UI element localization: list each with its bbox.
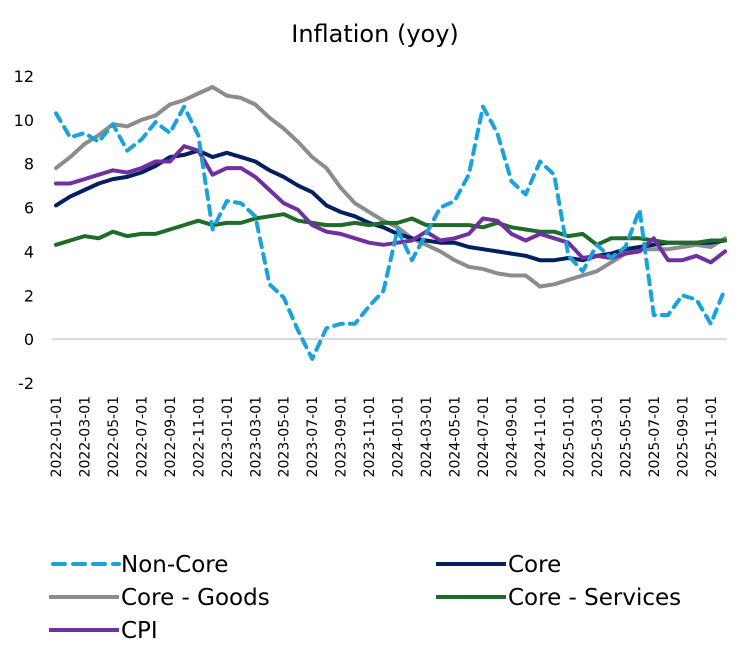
- legend-label: Non-Core: [121, 552, 228, 578]
- chart-title: Inflation (yoy): [291, 20, 459, 48]
- y-tick-label: 8: [24, 155, 34, 174]
- legend-label: Core - Goods: [121, 585, 270, 611]
- x-tick-label: 2025-11-01: [704, 396, 720, 477]
- y-tick-label: 2: [24, 286, 34, 305]
- y-tick-label: 4: [24, 242, 34, 261]
- legend-item: Core - Services: [436, 585, 681, 611]
- x-tick-label: 2023-03-01: [248, 396, 264, 477]
- series-group: [54, 85, 727, 361]
- y-tick-label: 12: [14, 67, 34, 86]
- x-tick-label: 2022-11-01: [191, 396, 207, 477]
- legend-label: Core: [508, 552, 561, 578]
- y-tick-label: -2: [18, 374, 34, 393]
- series-line-core-services: [54, 212, 727, 247]
- x-tick-label: 2024-01-01: [391, 396, 407, 477]
- x-tick-label: 2022-05-01: [106, 396, 122, 477]
- x-tick-label: 2022-01-01: [49, 396, 65, 477]
- x-tick-label: 2024-11-01: [533, 396, 549, 477]
- x-tick-label: 2025-05-01: [618, 396, 634, 477]
- x-tick-label: 2025-07-01: [647, 396, 663, 477]
- x-tick-label: 2023-09-01: [334, 396, 350, 477]
- x-tick-label: 2024-09-01: [504, 396, 520, 477]
- legend-item: Non-Core: [51, 552, 228, 578]
- x-tick-label: 2025-09-01: [675, 396, 691, 477]
- x-tick-label: 2023-05-01: [277, 396, 293, 477]
- y-tick-label: 0: [24, 330, 34, 349]
- series-line-non-core: [54, 104, 727, 361]
- x-tick-label: 2022-07-01: [134, 396, 150, 477]
- x-tick-label: 2024-07-01: [476, 396, 492, 477]
- x-axis: 2022-01-01 2022-03-01 2022-05-01 2022-07-01…: [49, 396, 720, 477]
- x-tick-label: 2022-09-01: [163, 396, 179, 477]
- legend-label: CPI: [121, 618, 158, 644]
- series-line-core: [54, 148, 727, 263]
- y-tick-label: 10: [14, 111, 34, 130]
- legend-item: Core: [436, 552, 561, 578]
- legend: Non-Core Core Core - Goods Core - Services C…: [49, 552, 681, 644]
- legend-item: Core - Goods: [49, 585, 270, 611]
- y-axis: -2 0 2 4 6 8 10 12: [14, 67, 34, 393]
- x-tick-label: 2023-07-01: [305, 396, 321, 477]
- x-tick-label: 2023-01-01: [220, 396, 236, 477]
- x-tick-label: 2024-03-01: [419, 396, 435, 477]
- x-tick-label: 2022-03-01: [77, 396, 93, 477]
- y-tick-label: 6: [24, 199, 34, 218]
- legend-item: CPI: [49, 618, 158, 644]
- x-tick-label: 2023-11-01: [362, 396, 378, 477]
- x-tick-label: 2024-05-01: [448, 396, 464, 477]
- legend-label: Core - Services: [508, 585, 681, 611]
- x-tick-label: 2025-01-01: [561, 396, 577, 477]
- x-tick-label: 2025-03-01: [590, 396, 606, 477]
